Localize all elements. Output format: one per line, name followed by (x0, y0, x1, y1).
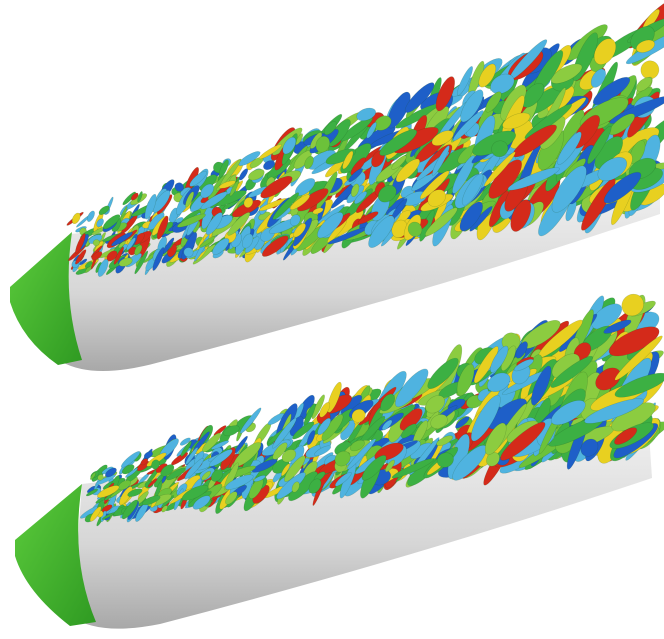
page: (() => { const ns = 'http://www.w3.org/2… (0, 0, 664, 639)
cfd-visualization (0, 0, 664, 639)
